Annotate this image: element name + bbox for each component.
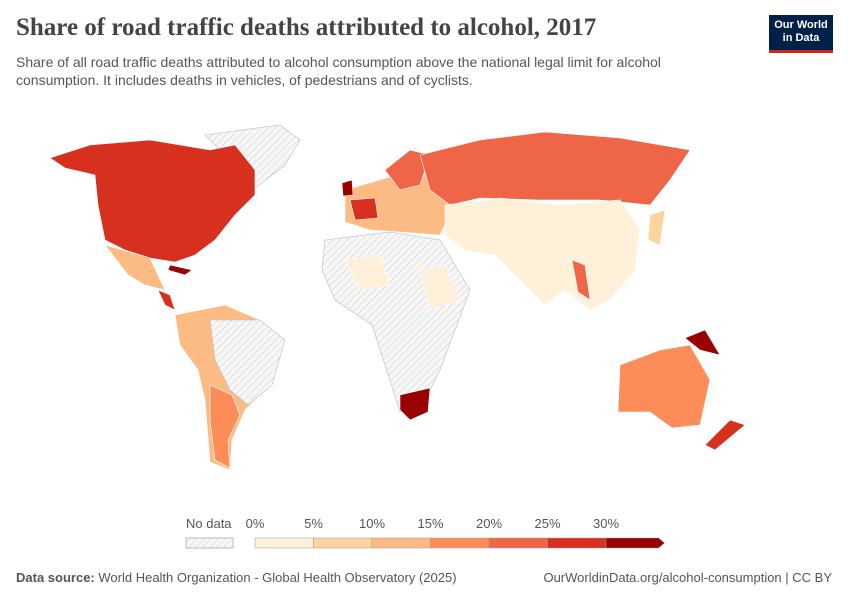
- legend-swatch: [371, 537, 431, 549]
- legend-swatch: [605, 537, 665, 549]
- france[interactable]: [349, 197, 379, 221]
- legend-swatch: [254, 537, 314, 549]
- logo[interactable]: Our World in Data: [769, 15, 833, 53]
- logo-line: Our World: [774, 19, 828, 31]
- central-america[interactable]: [157, 289, 176, 311]
- legend-tick-label: 25%: [534, 516, 560, 531]
- legend-swatch: [547, 537, 607, 549]
- uk[interactable]: [341, 179, 354, 197]
- countries: [49, 124, 746, 471]
- no-data-label: No data: [186, 516, 232, 531]
- legend-tick-label: 5%: [304, 516, 323, 531]
- south-africa[interactable]: [399, 387, 431, 421]
- brazil[interactable]: [209, 319, 286, 406]
- title: Share of road traffic deaths attributed …: [16, 14, 597, 41]
- africa-reported[interactable]: [344, 254, 461, 311]
- africa[interactable]: [321, 231, 471, 413]
- north-america[interactable]: [49, 139, 256, 263]
- japan[interactable]: [647, 209, 666, 246]
- legend-tick-label: 15%: [417, 516, 443, 531]
- source-text: World Health Organization - Global Healt…: [98, 570, 457, 585]
- mexico[interactable]: [104, 244, 166, 291]
- legend-tick-label: 30%: [593, 516, 619, 531]
- legend-tick-label: 10%: [359, 516, 385, 531]
- source: Data source: World Health Organization -…: [16, 570, 457, 585]
- new-zealand[interactable]: [704, 419, 746, 451]
- papua-new-guinea[interactable]: [684, 329, 721, 356]
- legend: No data 0% 5% 10% 15% 20% 25% 30%: [185, 516, 665, 549]
- russia[interactable]: [419, 131, 691, 206]
- asia[interactable]: [444, 197, 641, 311]
- url[interactable]: OurWorldinData.org/alcohol-consumption |…: [543, 570, 832, 585]
- legend-swatch: [313, 537, 373, 549]
- subtitle: Share of all road traffic deaths attribu…: [16, 53, 736, 89]
- map: No data 0% 5% 10% 15% 20% 25% 30%: [49, 124, 746, 549]
- legend-swatch: [430, 537, 490, 549]
- legend-tick-label: 20%: [476, 516, 502, 531]
- australia[interactable]: [617, 344, 711, 429]
- myanmar[interactable]: [571, 259, 591, 301]
- legend-tick-label: 0%: [246, 516, 265, 531]
- source-label: Data source:: [16, 570, 95, 585]
- legend-swatch: [488, 537, 548, 549]
- no-data-swatch: [185, 537, 234, 549]
- subtitle-line: Share of all road traffic deaths attribu…: [16, 54, 661, 70]
- argentina[interactable]: [209, 384, 241, 469]
- cuba[interactable]: [167, 264, 193, 276]
- logo-line: in Data: [782, 32, 820, 44]
- subtitle-line: consumption. It includes deaths in vehic…: [16, 72, 473, 88]
